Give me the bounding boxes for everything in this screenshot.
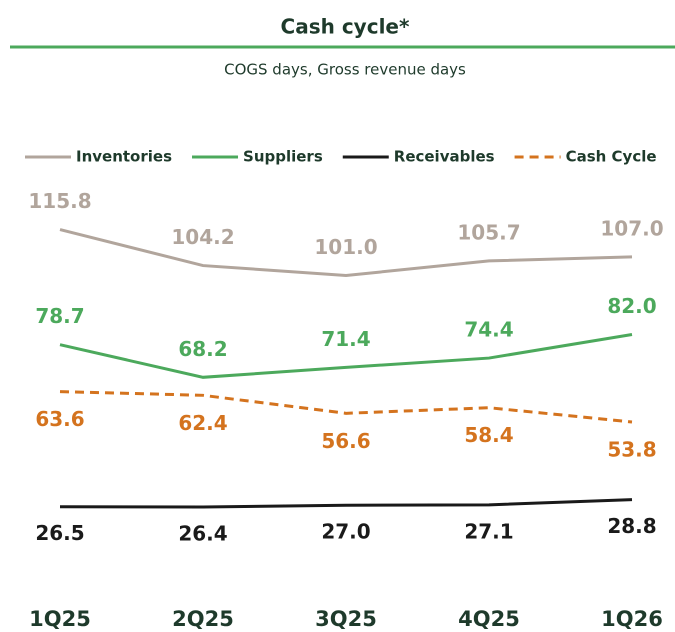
series-line (59, 390, 633, 424)
data-label: 27.0 (321, 520, 370, 544)
data-label: 105.7 (457, 220, 520, 244)
data-label: 115.8 (28, 189, 91, 213)
data-label: 27.1 (464, 519, 513, 543)
data-label: 62.4 (178, 411, 227, 435)
series-line (59, 228, 633, 278)
legend-label: Suppliers (243, 148, 323, 166)
data-label: 63.6 (35, 407, 84, 431)
series-line (59, 498, 633, 509)
data-label: 101.0 (314, 235, 377, 259)
x-tick-label: 3Q25 (315, 607, 377, 631)
data-label: 71.4 (321, 327, 370, 351)
series-line (59, 332, 633, 379)
legend-label: Cash Cycle (566, 148, 657, 166)
data-label: 78.7 (35, 304, 84, 328)
x-tick-label: 1Q25 (29, 607, 91, 631)
legend-label: Inventories (76, 148, 172, 166)
data-label: 104.2 (171, 225, 234, 249)
data-label: 28.8 (607, 514, 656, 538)
data-label: 56.6 (321, 429, 370, 453)
x-tick-label: 2Q25 (172, 607, 234, 631)
data-label: 82.0 (607, 294, 656, 318)
chart-subtitle: COGS days, Gross revenue days (224, 61, 466, 79)
data-label: 74.4 (464, 318, 513, 342)
x-tick-label: 4Q25 (458, 607, 520, 631)
chart-title: Cash cycle* (281, 15, 410, 39)
legend-label: Receivables (394, 148, 495, 166)
data-label: 26.5 (35, 521, 84, 545)
data-label: 53.8 (607, 438, 656, 462)
data-label: 58.4 (464, 423, 513, 447)
data-label: 26.4 (178, 522, 227, 546)
data-label: 68.2 (178, 337, 227, 361)
data-label: 107.0 (600, 216, 663, 240)
x-tick-label: 1Q26 (601, 607, 663, 631)
